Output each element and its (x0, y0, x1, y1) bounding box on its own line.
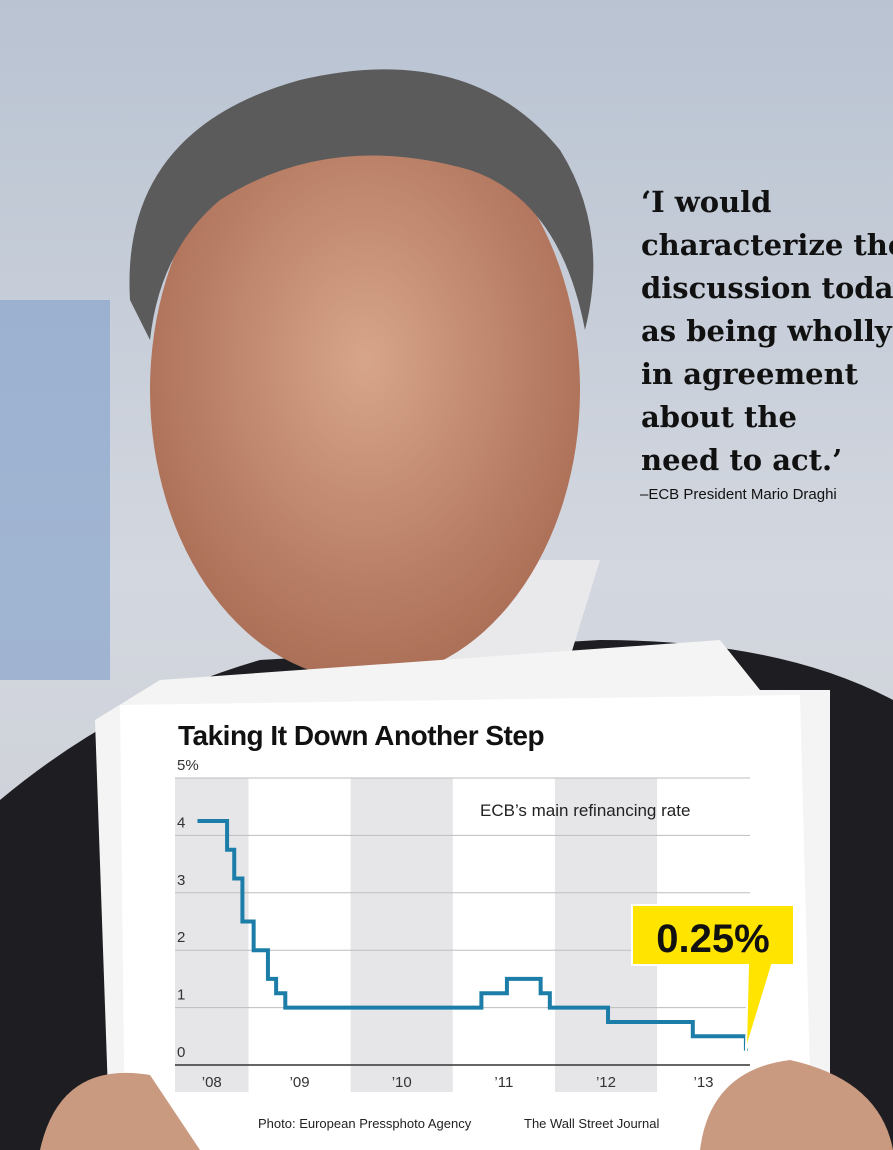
chart: 0 1 2 3 4 5% ’08 ’09 ’10 ’11 ’12 ’13 ECB’s main refi… (175, 757, 795, 1092)
series-label: ECB’s main refinancing rate (480, 801, 690, 820)
year-band (350, 778, 453, 1092)
x-tick-label: ’11 (494, 1074, 513, 1091)
photo-credit: Photo: European Pressphoto Agency (258, 1116, 472, 1131)
x-tick-label: ’13 (694, 1074, 714, 1091)
hand-left (40, 1072, 200, 1150)
x-tick-label: ’08 (202, 1074, 222, 1091)
hair (129, 69, 594, 340)
y-tick-label: 5% (177, 757, 199, 774)
chart-title: Taking It Down Another Step (178, 720, 544, 751)
x-tick-label: ’09 (290, 1074, 310, 1091)
y-tick-label: 2 (177, 929, 185, 946)
flag-backdrop (0, 300, 110, 680)
hand-right (700, 1060, 893, 1150)
y-tick-label: 3 (177, 872, 185, 889)
quote-line: as being wholly (641, 314, 893, 348)
y-tick-label: 0 (177, 1044, 185, 1061)
quote-line: need to act.’ (641, 443, 842, 477)
callout-box (631, 904, 795, 1051)
x-tick-label: ’12 (596, 1074, 616, 1091)
quote: –ECB President Mario Draghi ‘I would char… (640, 185, 893, 503)
quote-line: ‘I would (641, 185, 771, 219)
year-band (175, 778, 249, 1092)
y-tick-label: 1 (177, 987, 185, 1004)
rate-line (197, 819, 748, 1051)
quote-line: discussion today (641, 271, 893, 305)
value-label: 0.25% (656, 917, 769, 961)
quote-line: about the (641, 400, 797, 434)
y-tick-label: 4 (177, 814, 185, 831)
x-tick-label: ’10 (392, 1074, 412, 1091)
quote-line: characterize the (641, 228, 893, 262)
source-credit: The Wall Street Journal (524, 1116, 659, 1131)
quote-line: in agreement (641, 357, 859, 391)
face (150, 100, 580, 680)
quote-attribution: –ECB President Mario Draghi (640, 486, 837, 503)
